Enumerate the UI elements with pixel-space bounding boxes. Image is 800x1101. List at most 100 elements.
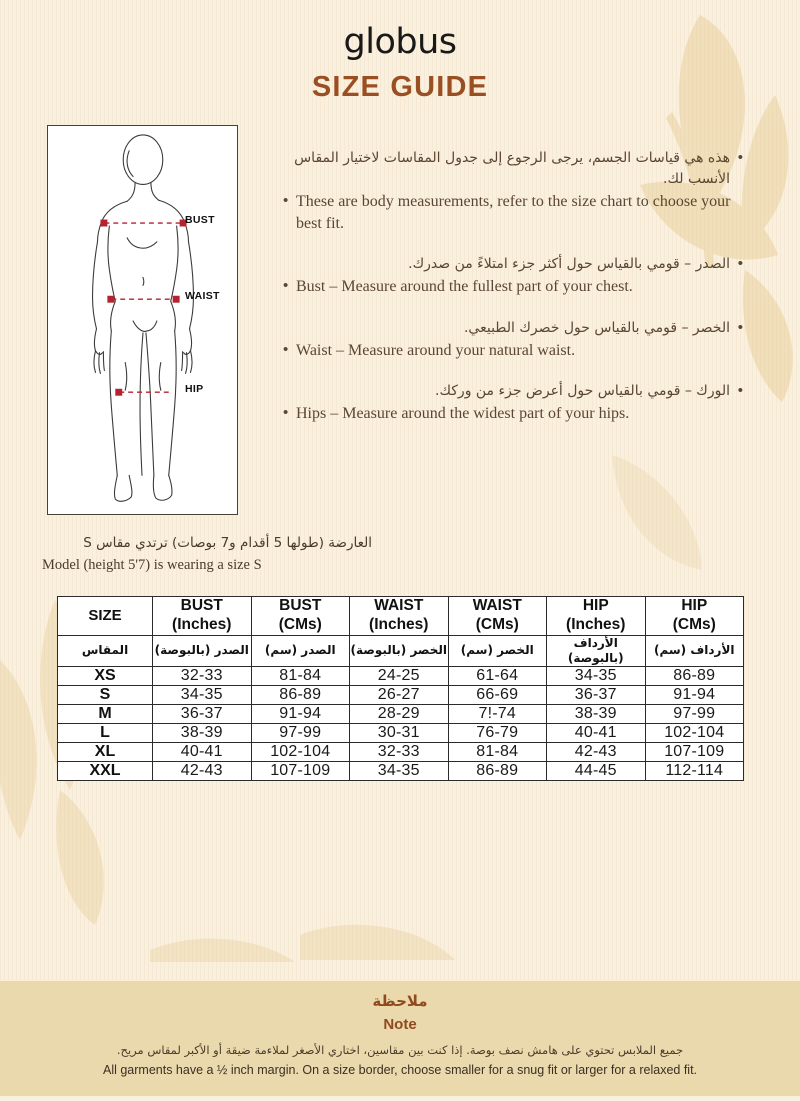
cell-hip-cms: 112-114 — [644, 760, 744, 781]
table-row: M 36-37 91-94 28-29 7!-74 38-39 97-99 — [57, 703, 744, 724]
bullet-dot-icon: • — [283, 340, 289, 358]
note-title-arabic: ملاحظة — [372, 992, 428, 1010]
cell-waist-cms: 7!-74 — [447, 703, 547, 724]
bullet-text-english: Waist – Measure around your natural wais… — [296, 341, 576, 359]
size-chart-container: SIZE BUST (Inches) BUST (CMs) WAIST (Inc… — [57, 596, 744, 781]
bullet-text-english: Bust – Measure around the fullest part o… — [296, 278, 633, 296]
bullet-dot-icon: • — [737, 318, 743, 336]
cell-waist-inches: 24-25 — [349, 665, 449, 686]
instruction-group-waist: • الخصر – قومي بالقياس حول خصرك الطبيعي.… — [283, 318, 743, 362]
cell-waist-cms: 86-89 — [447, 760, 547, 781]
header-line1: HIP — [582, 597, 609, 614]
header-line2: (Inches) — [566, 615, 626, 633]
cell-hip-cms: 107-109 — [644, 741, 744, 762]
page-title: SIZE GUIDE — [311, 70, 489, 103]
cell-waist-inches: 28-29 — [349, 703, 449, 724]
header-size-line1: SIZE — [88, 606, 122, 624]
cell-bust-inches: 42-43 — [152, 760, 252, 781]
note-footer: ملاحظة Note جميع الملابس تحتوي على هامش … — [0, 981, 800, 1096]
cell-bust-inches: 40-41 — [152, 741, 252, 762]
figure-label-hip: HIP — [185, 383, 204, 395]
cell-hip-inches: 44-45 — [546, 760, 646, 781]
instruction-group-hips: • الورك – قومي بالقياس حول أعرض جزء من و… — [283, 381, 743, 425]
female-body-outline-icon — [91, 134, 195, 502]
table-header-row-arabic: المقاس الصدر (بالبوصة) الصدر (سم) الخصر … — [57, 634, 744, 667]
header-line2: (Inches) — [369, 615, 429, 633]
note-body-arabic: جميع الملابس تحتوي على هامش نصف بوصة. إذ… — [116, 1043, 684, 1057]
bullet-text-arabic: الصدر – قومي بالقياس حول أكثر جزء امتلاء… — [408, 256, 730, 273]
cell-bust-inches: 36-37 — [152, 703, 252, 724]
cell-size: XL — [57, 741, 153, 762]
bullet-text-arabic: الورك – قومي بالقياس حول أعرض جزء من ورك… — [435, 383, 730, 400]
header-line1: WAIST — [472, 597, 522, 614]
cell-hip-cms: 97-99 — [644, 703, 744, 724]
header-line1: BUST — [180, 597, 223, 614]
bullet-row-english: • Hips – Measure around the widest part … — [283, 403, 743, 425]
cell-bust-cms: 86-89 — [250, 684, 350, 705]
cell-size: S — [57, 684, 153, 705]
cell-hip-inches: 34-35 — [546, 665, 646, 686]
model-caption-english: Model (height 5'7) is wearing a size S — [42, 556, 262, 573]
header-ar-bust-cms: الصدر (سم) — [250, 634, 350, 667]
cell-size: L — [57, 722, 153, 743]
bullet-row-english: • These are body measurements, refer to … — [283, 191, 743, 234]
header-bust-inches: BUST (Inches) — [152, 596, 252, 636]
cell-hip-cms: 102-104 — [644, 722, 744, 743]
measure-marker-bust-right — [179, 219, 187, 227]
bullet-text-english: These are body measurements, refer to th… — [296, 193, 731, 232]
header-ar-waist-cms: الخصر (سم) — [447, 634, 547, 667]
bullet-row-arabic: • الورك – قومي بالقياس حول أعرض جزء من و… — [283, 381, 743, 402]
cell-waist-inches: 30-31 — [349, 722, 449, 743]
bullet-row-arabic: • الخصر – قومي بالقياس حول خصرك الطبيعي. — [283, 318, 743, 339]
table-header-row-english: SIZE BUST (Inches) BUST (CMs) WAIST (Inc… — [57, 596, 744, 636]
header-line2: (Inches) — [172, 615, 232, 633]
header-line1: BUST — [279, 597, 322, 614]
instruction-group-bust: • الصدر – قومي بالقياس حول أكثر جزء امتل… — [283, 254, 743, 298]
header-ar-size: المقاس — [57, 634, 153, 667]
cell-waist-cms: 61-64 — [447, 665, 547, 686]
cell-bust-cms: 97-99 — [250, 722, 350, 743]
bullet-row-arabic: • هذه هي قياسات الجسم، يرجى الرجوع إلى ج… — [283, 148, 743, 190]
cell-bust-inches: 38-39 — [152, 722, 252, 743]
bullet-row-english: • Waist – Measure around your natural wa… — [283, 340, 743, 362]
bullet-dot-icon: • — [283, 277, 289, 295]
cell-hip-inches: 36-37 — [546, 684, 646, 705]
table-row: XXL 42-43 107-109 34-35 86-89 44-45 112-… — [57, 760, 744, 781]
model-caption-arabic: العارضة (طولها 5 أقدام و7 بوصات) ترتدي م… — [83, 535, 372, 551]
header-hip-cms: HIP (CMs) — [644, 596, 744, 636]
table-row: L 38-39 97-99 30-31 76-79 40-41 102-104 — [57, 722, 744, 743]
measure-marker-bust-left — [100, 219, 108, 227]
cell-bust-cms: 102-104 — [250, 741, 350, 762]
header-size: SIZE — [57, 596, 153, 636]
cell-waist-inches: 26-27 — [349, 684, 449, 705]
bullet-dot-icon: • — [737, 382, 743, 400]
header-ar-hip-cms: الأرداف (سم) — [644, 634, 744, 667]
header-ar-waist-inches: الخصر (بالبوصة) — [349, 634, 449, 667]
cell-hip-inches: 40-41 — [546, 722, 646, 743]
cell-waist-cms: 81-84 — [447, 741, 547, 762]
header-bust-cms: BUST (CMs) — [250, 596, 350, 636]
measure-marker-waist-right — [172, 295, 180, 303]
bullet-dot-icon: • — [283, 192, 289, 209]
measurement-instructions: • هذه هي قياسات الجسم، يرجى الرجوع إلى ج… — [283, 148, 743, 426]
bullet-text-english: Hips – Measure around the widest part of… — [296, 405, 630, 423]
cell-bust-cms: 107-109 — [250, 760, 350, 781]
size-chart-table: SIZE BUST (Inches) BUST (CMs) WAIST (Inc… — [57, 596, 744, 781]
cell-size: M — [57, 703, 153, 724]
bullet-row-arabic: • الصدر – قومي بالقياس حول أكثر جزء امتل… — [283, 254, 743, 275]
header-line2: (CMs) — [278, 615, 322, 633]
header-line1: HIP — [681, 597, 708, 614]
bullet-dot-icon: • — [283, 404, 289, 422]
note-body-english: All garments have a ½ inch margin. On a … — [102, 1062, 698, 1077]
header-waist-cms: WAIST (CMs) — [447, 596, 547, 636]
size-chart-body: XS 32-33 81-84 24-25 61-64 34-35 86-89 S… — [57, 665, 744, 781]
measure-marker-waist-left — [107, 295, 115, 303]
table-row: XS 32-33 81-84 24-25 61-64 34-35 86-89 — [57, 665, 744, 686]
cell-hip-inches: 42-43 — [546, 741, 646, 762]
header-waist-inches: WAIST (Inches) — [349, 596, 449, 636]
header-ar-hip-inches: الأرداف (بالبوصة) — [546, 634, 646, 667]
header-line2: (CMs) — [672, 615, 716, 633]
cell-size: XS — [57, 665, 153, 686]
table-row: XL 40-41 102-104 32-33 81-84 42-43 107-1… — [57, 741, 744, 762]
cell-bust-cms: 91-94 — [250, 703, 350, 724]
